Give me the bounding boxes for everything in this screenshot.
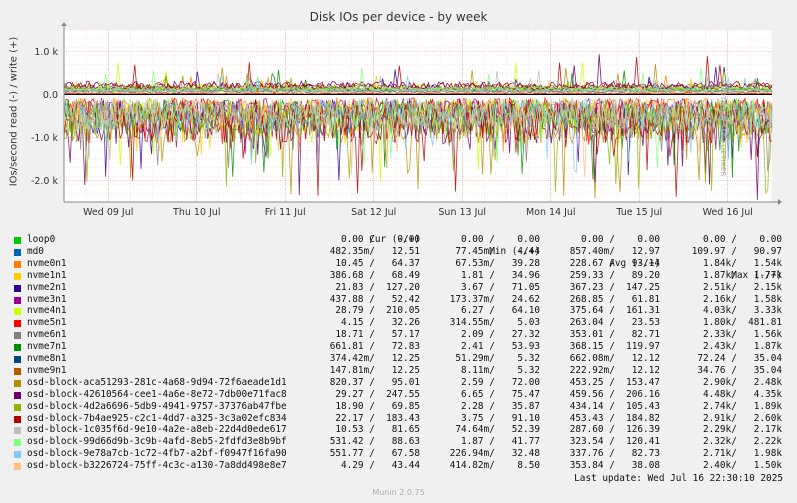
tick-labels: 1.0 k 0.0 -1.0 k -2.0 k Wed 09 Jul Thu 10 Jul… bbox=[31, 47, 753, 218]
series-write-osd-block-99d66d9b-3c9b-4afd-8eb5-2fdfd3e8b9bf bbox=[63, 67, 773, 93]
side-label: RRDTOOL / TOBI OETIKER bbox=[719, 80, 727, 177]
y-tick-label: 1.0 k bbox=[34, 47, 58, 58]
x-tick-label: Fri 11 Jul bbox=[265, 207, 306, 218]
x-tick-label: Tue 15 Jul bbox=[615, 207, 662, 218]
y-axis-label: IOs/second read (-) / write (+) bbox=[8, 36, 20, 187]
last-update: Last update: Wed Jul 16 22:30:10 2025 bbox=[574, 473, 783, 484]
series-write-osd-block-aca51293-281c-4a68-9d94-72f6aeade1d1 bbox=[63, 63, 773, 92]
y-tick-label: -1.0 k bbox=[31, 133, 59, 144]
x-tick-label: Wed 16 Jul bbox=[703, 207, 753, 218]
x-axis-arrow bbox=[778, 199, 782, 205]
x-tick-label: Sun 13 Jul bbox=[438, 207, 486, 218]
series-read-osd-block-42610564-cee1-4a6e-8e72-7db00e71fac8 bbox=[63, 99, 773, 200]
axes bbox=[61, 22, 782, 205]
series-read-osd-block-9e78a7cb-1c72-4fb7-a2bf-f0947f16fa90 bbox=[63, 97, 773, 174]
x-tick-label: Sat 12 Jul bbox=[351, 207, 396, 218]
x-tick-label: Thu 10 Jul bbox=[172, 207, 220, 218]
series-write-osd-block-9e78a7cb-1c72-4fb7-a2bf-f0947f16fa90 bbox=[63, 75, 773, 94]
y-tick-label: -2.0 k bbox=[31, 176, 59, 187]
y-tick-label: 0.0 bbox=[43, 90, 58, 101]
footer: Munin 2.0.75 bbox=[372, 488, 425, 497]
y-axis-arrow bbox=[61, 22, 67, 26]
chart-title: Disk IOs per device - by week bbox=[309, 10, 488, 24]
x-tick-label: Mon 14 Jul bbox=[526, 207, 576, 218]
series-read-osd-block-b3226724-75ff-4c3c-a130-7a8dd498e8e7 bbox=[63, 98, 773, 178]
x-tick-label: Wed 09 Jul bbox=[83, 207, 133, 218]
series-read-osd-block-99d66d9b-3c9b-4afd-8eb5-2fdfd3e8b9bf bbox=[63, 97, 773, 169]
series-write-osd-block-b3226724-75ff-4c3c-a130-7a8dd498e8e7 bbox=[63, 86, 773, 95]
series-write-osd-block-42610564-cee1-4a6e-8e72-7db00e71fac8 bbox=[63, 54, 773, 91]
